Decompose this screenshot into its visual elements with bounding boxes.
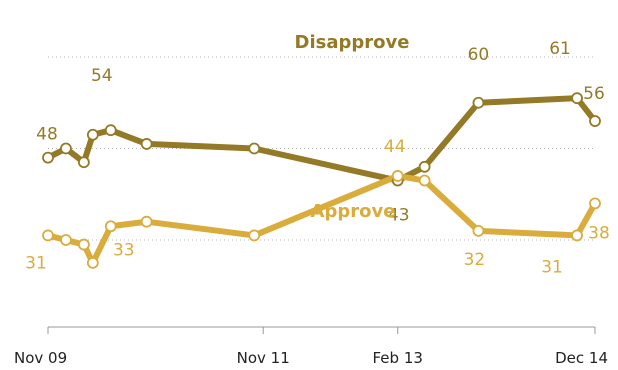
point-disapprove-0 (42, 151, 54, 164)
point-approve-2 (77, 238, 90, 251)
data-label-disapprove-9: 60 (468, 45, 490, 65)
point-disapprove-11 (589, 115, 601, 127)
series-name-disapprove: Disapprove (295, 32, 410, 53)
series-line-disapprove (45, 95, 598, 184)
point-approve-10 (571, 229, 583, 242)
point-disapprove-9 (472, 96, 485, 109)
point-approve-4 (104, 220, 117, 233)
point-approve-9 (472, 224, 485, 237)
x-tick-label-2: Feb 13 (373, 349, 423, 367)
point-disapprove-1 (60, 142, 72, 155)
point-disapprove-4 (104, 124, 117, 137)
x-tick-label-3: Dec 14 (555, 349, 608, 367)
data-labels: 48 54 43 60 61 56 31 33 44 32 31 38 (25, 39, 610, 277)
point-approve-6 (248, 229, 261, 242)
point-disapprove-5 (140, 138, 153, 150)
x-tick-label-0: Nov 09 (14, 349, 67, 367)
point-disapprove-8 (418, 160, 431, 173)
series-points (42, 92, 601, 269)
data-label-approve-4: 33 (113, 240, 135, 260)
x-axis: Nov 09 Nov 11 Feb 13 Dec 14 (14, 326, 608, 367)
data-label-approve-0: 31 (25, 253, 47, 273)
data-label-approve-9: 32 (464, 250, 486, 270)
data-label-disapprove-10: 61 (549, 39, 571, 59)
point-approve-3 (86, 256, 99, 269)
point-disapprove-6 (248, 142, 261, 155)
point-approve-8 (418, 174, 431, 187)
point-approve-7 (391, 170, 404, 182)
x-tick-label-1: Nov 11 (237, 349, 290, 367)
data-label-disapprove-0: 48 (36, 125, 58, 145)
data-label-approve-7: 44 (384, 137, 406, 157)
data-label-disapprove-7: 43 (388, 206, 410, 226)
data-label-disapprove-11: 56 (583, 84, 605, 104)
point-approve-0 (42, 229, 54, 242)
point-disapprove-2 (77, 156, 90, 169)
point-approve-1 (60, 234, 72, 246)
data-label-approve-10: 31 (541, 257, 563, 277)
point-disapprove-10 (571, 92, 583, 105)
point-disapprove-3 (86, 128, 99, 141)
series-lines (45, 95, 598, 266)
data-label-approve-11: 38 (588, 223, 610, 243)
data-label-disapprove-4: 54 (91, 66, 113, 86)
point-approve-11 (589, 197, 601, 210)
series-name-approve: Approve (311, 201, 396, 222)
point-approve-5 (140, 215, 153, 228)
